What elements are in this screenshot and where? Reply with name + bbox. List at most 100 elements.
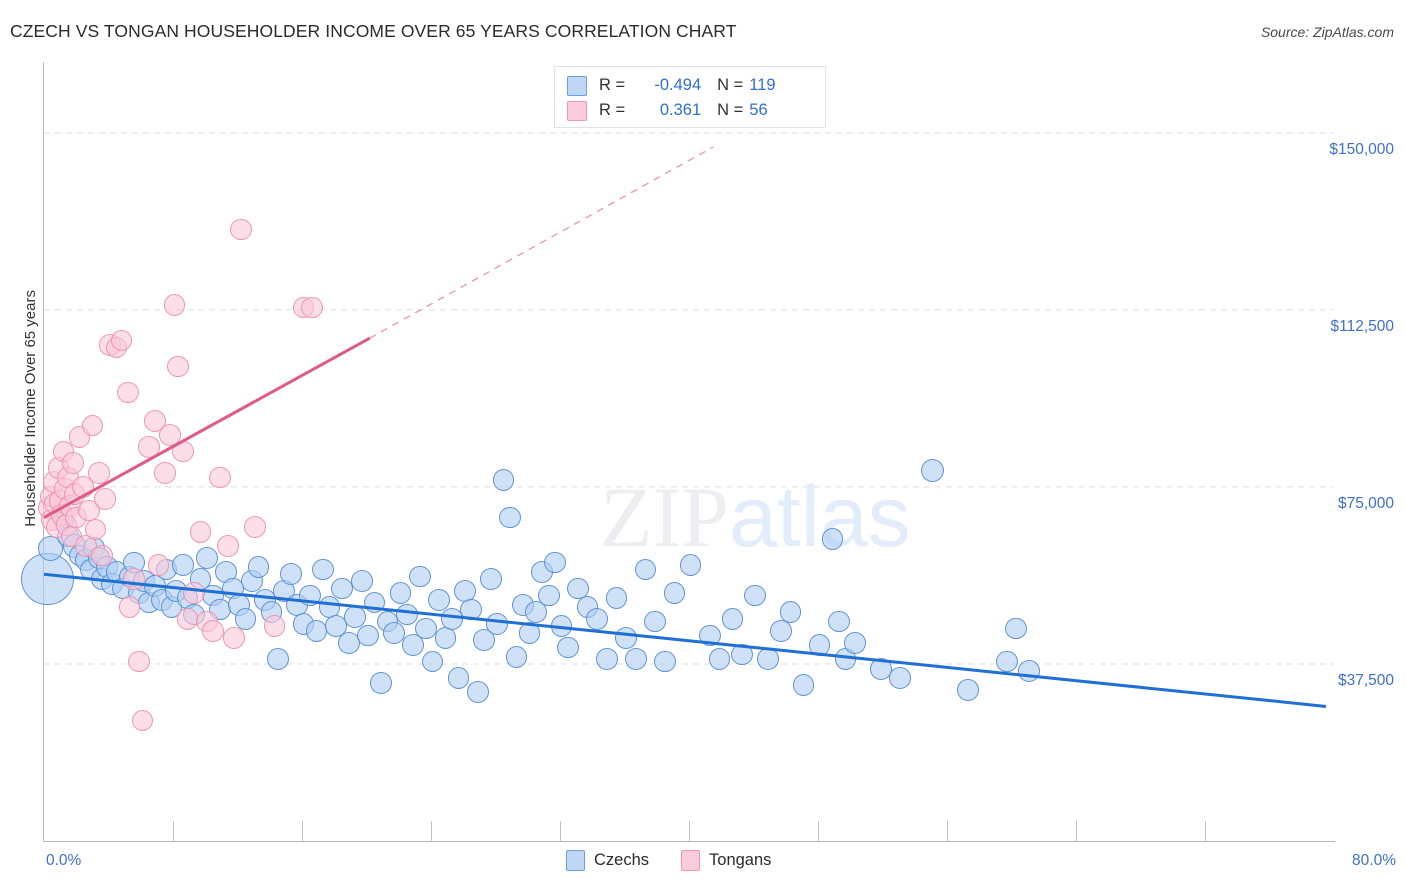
scatter-point-czechs[interactable] — [486, 612, 508, 635]
scatter-point-czechs[interactable] — [247, 556, 270, 578]
scatter-point-tongans[interactable] — [208, 466, 231, 489]
x-axis-line — [43, 841, 1335, 842]
scatter-point-czechs[interactable] — [395, 603, 418, 626]
scatter-point-czechs[interactable] — [920, 458, 945, 482]
scatter-point-tongans[interactable] — [131, 709, 154, 732]
scatter-point-czechs[interactable] — [844, 631, 866, 654]
scatter-point-czechs[interactable] — [770, 620, 792, 642]
trendline-czechs — [43, 572, 1327, 708]
scatter-point-tongans[interactable] — [263, 615, 286, 638]
legend-item-czechs[interactable]: Czechs — [566, 850, 649, 871]
scatter-point-czechs[interactable] — [421, 650, 444, 673]
scatter-point-tongans[interactable] — [94, 487, 117, 510]
scatter-point-czechs[interactable] — [357, 624, 379, 647]
scatter-point-czechs[interactable] — [634, 558, 657, 581]
scatter-point-czechs[interactable] — [663, 582, 686, 604]
scatter-point-czechs[interactable] — [708, 648, 731, 671]
scatter-point-tongans[interactable] — [81, 414, 104, 437]
scatter-point-czechs[interactable] — [38, 535, 63, 561]
scatter-point-czechs[interactable] — [605, 587, 628, 609]
scatter-point-czechs[interactable] — [350, 570, 373, 593]
scatter-point-czechs[interactable] — [266, 648, 289, 671]
scatter-point-czechs[interactable] — [595, 648, 618, 671]
scatter-point-czechs[interactable] — [731, 643, 754, 666]
scatter-point-czechs[interactable] — [524, 601, 547, 623]
x-tick-mark — [431, 821, 432, 841]
scatter-point-czechs[interactable] — [744, 584, 766, 607]
scatter-point-czechs[interactable] — [557, 636, 579, 659]
scatter-point-czechs[interactable] — [721, 608, 744, 630]
tongans-r-label: R = — [599, 101, 626, 119]
scatter-point-tongans[interactable] — [163, 294, 186, 316]
scatter-point-tongans[interactable] — [118, 596, 141, 619]
scatter-point-tongans[interactable] — [110, 329, 133, 352]
scatter-point-czechs[interactable] — [447, 667, 470, 689]
scatter-point-czechs[interactable] — [196, 546, 218, 569]
scatter-point-czechs[interactable] — [408, 565, 431, 588]
scatter-point-czechs[interactable] — [383, 622, 405, 645]
scatter-point-czechs[interactable] — [466, 681, 489, 704]
scatter-point-czechs[interactable] — [171, 553, 194, 576]
scatter-point-czechs[interactable] — [624, 648, 647, 671]
legend-item-tongans[interactable]: Tongans — [681, 850, 771, 871]
scatter-point-tongans[interactable] — [154, 461, 176, 484]
scatter-point-czechs[interactable] — [544, 551, 566, 574]
plot-area: ZIPatlas — [20, 62, 1334, 841]
scatter-point-czechs[interactable] — [537, 584, 560, 607]
scatter-point-tongans[interactable] — [87, 461, 110, 484]
scatter-point-tongans[interactable] — [166, 355, 189, 378]
scatter-point-czechs[interactable] — [331, 577, 354, 600]
scatter-point-czechs[interactable] — [566, 577, 589, 600]
scatter-point-czechs[interactable] — [653, 650, 676, 673]
scatter-point-tongans[interactable] — [223, 627, 246, 649]
scatter-point-czechs[interactable] — [473, 629, 496, 652]
scatter-point-tongans[interactable] — [91, 544, 113, 567]
scatter-point-czechs[interactable] — [325, 615, 347, 638]
scatter-point-czechs[interactable] — [479, 568, 502, 590]
scatter-point-tongans[interactable] — [189, 520, 212, 543]
scatter-point-czechs[interactable] — [792, 674, 815, 697]
scatter-point-tongans[interactable] — [147, 553, 170, 576]
scatter-point-tongans[interactable] — [128, 650, 150, 673]
scatter-point-czechs[interactable] — [402, 634, 425, 656]
scatter-point-czechs[interactable] — [505, 646, 528, 668]
scatter-point-czechs[interactable] — [460, 598, 483, 621]
scatter-point-czechs[interactable] — [889, 667, 912, 689]
y-tick-label: $150,000 — [1329, 140, 1394, 158]
scatter-point-tongans[interactable] — [244, 516, 267, 538]
scatter-point-czechs[interactable] — [1005, 617, 1028, 640]
trendline-extension-tongans — [369, 146, 714, 339]
scatter-point-czechs[interactable] — [20, 552, 74, 606]
scatter-point-czechs[interactable] — [428, 589, 450, 612]
scatter-point-czechs[interactable] — [389, 582, 412, 604]
scatter-point-tongans[interactable] — [202, 620, 225, 642]
scatter-point-tongans[interactable] — [144, 409, 167, 432]
scatter-point-czechs[interactable] — [679, 553, 702, 576]
scatter-point-czechs[interactable] — [870, 657, 892, 680]
scatter-point-czechs[interactable] — [415, 617, 437, 640]
tongans-swatch-icon — [567, 100, 587, 121]
scatter-point-tongans[interactable] — [216, 535, 239, 557]
scatter-point-czechs[interactable] — [499, 506, 521, 529]
scatter-point-czechs[interactable] — [312, 558, 334, 581]
scatter-point-tongans[interactable] — [84, 518, 107, 541]
scatter-point-czechs[interactable] — [492, 468, 515, 491]
scatter-point-czechs[interactable] — [234, 608, 257, 630]
scatter-point-tongans[interactable] — [300, 296, 323, 319]
scatter-point-czechs[interactable] — [995, 650, 1018, 673]
scatter-point-tongans[interactable] — [117, 381, 139, 404]
scatter-point-czechs[interactable] — [828, 610, 850, 633]
scatter-point-tongans[interactable] — [229, 218, 252, 241]
scatter-point-czechs[interactable] — [957, 679, 979, 701]
scatter-point-czechs[interactable] — [441, 608, 463, 630]
czechs-legend-swatch-icon — [566, 850, 585, 871]
scatter-point-tongans[interactable] — [62, 452, 84, 475]
scatter-point-czechs[interactable] — [370, 671, 392, 694]
scatter-point-tongans[interactable] — [158, 424, 181, 446]
scatter-point-czechs[interactable] — [644, 610, 666, 633]
scatter-point-tongans[interactable] — [137, 435, 160, 458]
scatter-point-czechs[interactable] — [821, 527, 844, 550]
scatter-point-czechs[interactable] — [279, 563, 302, 586]
scatter-point-czechs[interactable] — [586, 608, 608, 630]
scatter-point-czechs[interactable] — [779, 601, 802, 623]
